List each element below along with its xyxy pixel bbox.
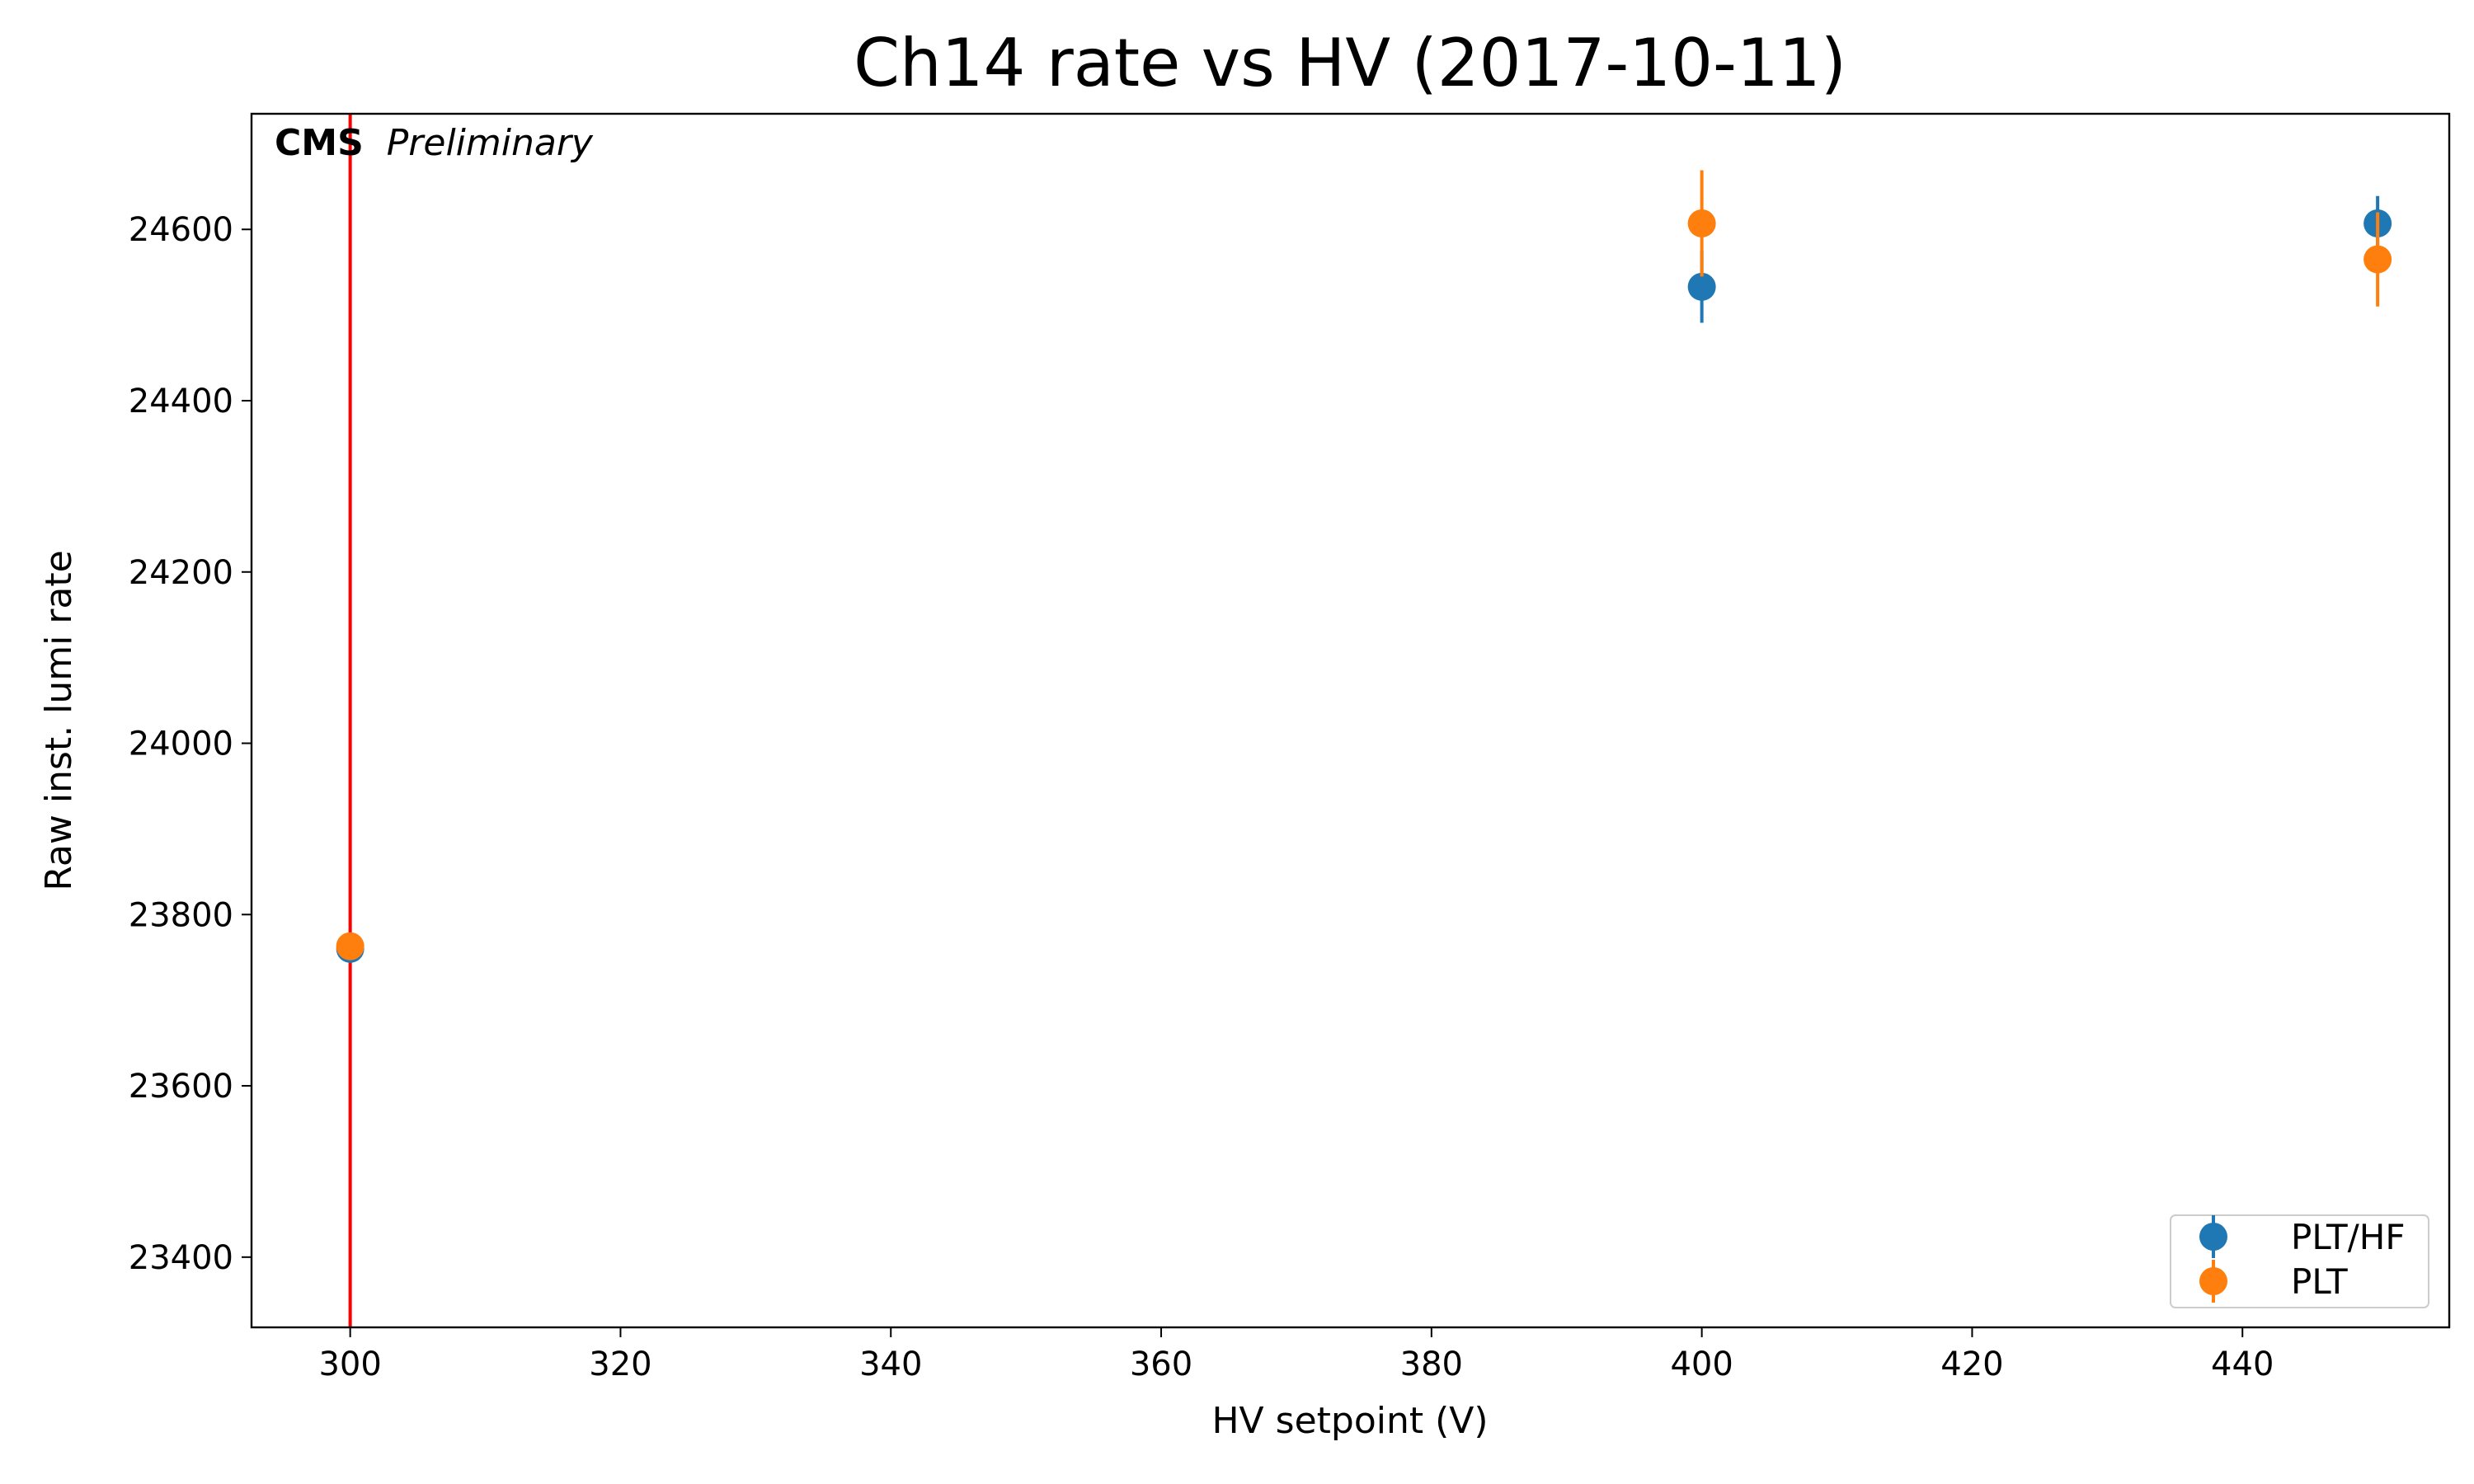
plot-frame — [250, 112, 2451, 1329]
x-tick-label-5: 400 — [1670, 1345, 1733, 1383]
x-tick-label-6: 420 — [1940, 1345, 2003, 1383]
y-tick-label-3: 24000 — [129, 726, 233, 763]
x-tick-label-4: 380 — [1400, 1345, 1463, 1383]
x-tick-label-3: 360 — [1130, 1345, 1192, 1383]
y-tick-label-0: 23400 — [129, 1239, 233, 1277]
legend-marker-0 — [2199, 1223, 2227, 1251]
y-axis-label: Raw inst. lumi rate — [38, 550, 80, 890]
preliminary-label: Preliminary — [387, 122, 594, 164]
x-tick-label-0: 300 — [318, 1345, 381, 1383]
y-tick-label-5: 24400 — [129, 383, 233, 420]
cms-label: CMS — [275, 122, 364, 164]
x-tick-label-7: 440 — [2211, 1345, 2274, 1383]
data-point-s0-p1 — [1687, 272, 1716, 301]
data-point-s1-p2 — [2363, 245, 2392, 274]
y-tick-label-2: 23800 — [129, 896, 233, 934]
y-tick-label-6: 24600 — [129, 211, 233, 249]
legend-box — [2170, 1214, 2429, 1308]
x-tick-label-1: 320 — [589, 1345, 651, 1383]
chart-title: Ch14 rate vs HV (2017-10-11) — [854, 25, 1846, 101]
y-tick-label-1: 23600 — [129, 1068, 233, 1106]
data-point-s1-p0 — [336, 932, 365, 960]
x-tick-label-2: 340 — [859, 1345, 922, 1383]
x-axis-label: HV setpoint (V) — [1211, 1400, 1488, 1442]
legend-label-0: PLT/HF — [2291, 1217, 2406, 1257]
cms-annotation: CMS Preliminary — [275, 122, 594, 164]
y-tick-label-4: 24200 — [129, 554, 233, 592]
data-point-s1-p1 — [1687, 209, 1716, 237]
legend-label-1: PLT — [2291, 1261, 2348, 1302]
legend-marker-1 — [2199, 1267, 2227, 1295]
